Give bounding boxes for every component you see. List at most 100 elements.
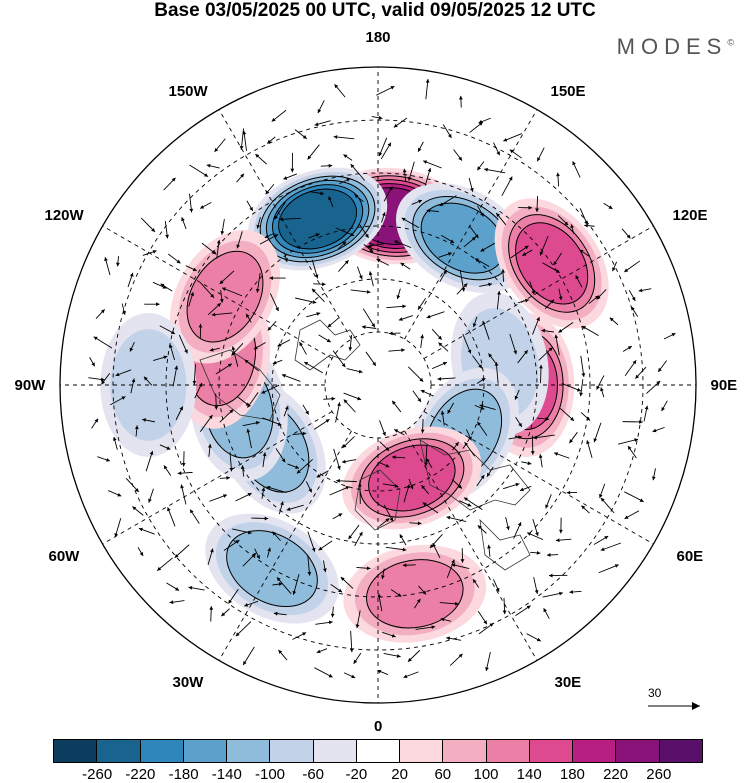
wind-arrow	[343, 154, 353, 161]
wind-arrow	[393, 240, 412, 249]
wind-arrow	[358, 223, 369, 239]
wind-arrow	[545, 494, 552, 509]
wind-arrow	[440, 410, 445, 426]
wind-arrow	[468, 177, 474, 192]
wind-arrow	[618, 438, 639, 445]
wind-arrow	[192, 364, 197, 385]
colorbar-swatch	[659, 740, 702, 762]
wind-arrow	[390, 589, 402, 598]
wind-arrow	[407, 366, 424, 383]
wind-arrow	[378, 137, 388, 157]
wind-arrow	[221, 608, 230, 617]
wind-arrow	[343, 399, 356, 413]
wind-arrow	[515, 417, 523, 428]
wind-arrow	[383, 186, 393, 202]
wind-arrow	[535, 196, 539, 212]
wind-arrow	[130, 378, 136, 394]
wind-arrow	[215, 363, 233, 375]
wind-arrow	[553, 452, 570, 459]
wind-arrow	[539, 235, 549, 256]
colorbar	[54, 740, 702, 762]
wind-arrow	[305, 481, 313, 493]
wind-arrow	[137, 547, 144, 557]
wind-arrow	[555, 538, 572, 543]
wind-arrow	[477, 205, 484, 217]
wind-arrow	[164, 220, 170, 239]
wind-arrow	[163, 465, 172, 476]
wind-arrow	[180, 484, 187, 505]
wind-arrow	[476, 161, 485, 171]
wind-arrow	[219, 476, 231, 480]
wind-arrow	[431, 328, 443, 340]
wind-arrow	[121, 303, 126, 315]
wind-arrow	[253, 342, 266, 350]
wind-arrow	[200, 282, 215, 299]
wind-arrow	[526, 633, 542, 642]
wind-arrow	[95, 309, 106, 319]
wind-arrow	[269, 276, 286, 280]
wind-arrow	[556, 172, 560, 187]
wind-arrow	[429, 533, 443, 549]
wind-arrow	[346, 368, 363, 374]
brand-logo: MODES©	[617, 34, 734, 60]
wind-arrow	[355, 610, 361, 629]
wind-arrow	[255, 273, 261, 293]
colorbar-swatch	[529, 740, 574, 762]
wind-arrow	[513, 521, 522, 539]
wind-arrow	[593, 535, 609, 545]
wind-arrow	[88, 377, 105, 382]
wind-arrow	[440, 617, 452, 622]
wind-arrow	[354, 194, 364, 203]
wind-arrow	[290, 152, 295, 173]
wind-arrow	[294, 129, 308, 140]
wind-arrow	[169, 600, 185, 605]
wind-arrow	[466, 429, 472, 441]
colorbar-swatch	[573, 740, 617, 762]
wind-arrow	[447, 402, 455, 414]
wind-arrow	[529, 281, 536, 295]
wind-arrow	[627, 445, 637, 459]
wind-arrow	[335, 402, 341, 423]
wind-arrow	[276, 577, 292, 595]
wind-arrow	[453, 149, 463, 161]
wind-arrow	[242, 421, 260, 427]
colorbar-tick-label: 60	[434, 766, 452, 783]
colorbar-tick-label: -20	[345, 766, 368, 783]
wind-arrow	[267, 320, 277, 331]
wind-arrow	[318, 540, 333, 551]
wind-arrow	[377, 669, 389, 675]
wind-arrow	[376, 258, 390, 266]
anomaly-contour	[368, 444, 456, 512]
wind-arrow	[353, 652, 362, 664]
wind-arrow	[219, 270, 235, 285]
wind-arrow	[502, 597, 507, 615]
wind-arrow	[299, 341, 307, 355]
brand-name: MODES	[616, 34, 728, 59]
wind-arrow	[651, 468, 656, 481]
wind-arrow	[167, 253, 181, 264]
wind-arrow	[460, 548, 465, 563]
wind-arrow	[306, 312, 321, 318]
wind-arrow	[332, 350, 346, 368]
reference-vector	[648, 702, 700, 710]
wind-arrow	[246, 200, 254, 212]
wind-arrow	[621, 228, 631, 239]
wind-arrow	[503, 133, 523, 142]
wind-arrow	[598, 564, 619, 574]
wind-arrow	[561, 382, 582, 392]
wind-arrow	[558, 288, 563, 301]
colorbar-swatch	[400, 740, 444, 762]
wind-arrow	[274, 201, 286, 220]
longitude-label: 0	[374, 717, 383, 735]
colorbar-tick-label: 100	[473, 766, 499, 783]
wind-arrow	[538, 454, 543, 468]
wind-arrow	[451, 563, 470, 569]
wind-arrow	[472, 578, 480, 588]
wind-arrow	[426, 311, 445, 319]
latitude-circle	[165, 172, 591, 598]
wind-arrow	[356, 266, 363, 280]
wind-arrow	[446, 636, 462, 641]
wind-arrow	[554, 334, 560, 356]
wind-arrow	[553, 252, 562, 266]
anomaly-center	[247, 167, 388, 271]
